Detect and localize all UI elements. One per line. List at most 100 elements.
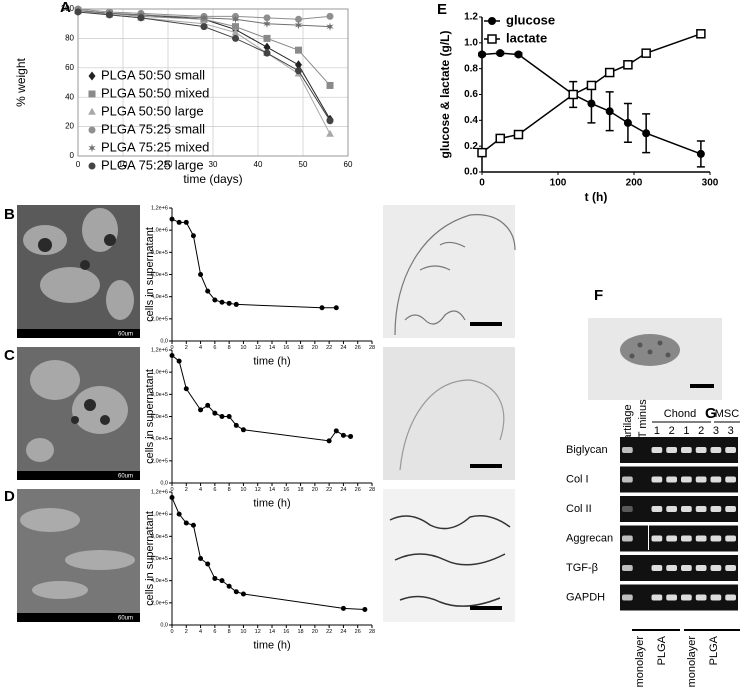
scale-label: 60um [118, 616, 133, 622]
x-tick-label: 0 [170, 487, 173, 493]
y-tick-label: 0.0 [464, 167, 478, 178]
marker [348, 433, 354, 439]
x-tick-label: 16 [283, 487, 289, 493]
scale-label: 60um [118, 332, 133, 338]
marker [231, 28, 240, 36]
marker [176, 358, 182, 364]
y-tick-label: 1,0e+6 [151, 228, 168, 234]
x-tick-label: 30 [209, 160, 218, 169]
marker [605, 107, 614, 116]
marker [190, 522, 196, 528]
x-tick-label: 14 [269, 345, 275, 351]
marker [362, 606, 368, 612]
marker [263, 42, 271, 52]
gel-column: cartilage [622, 404, 634, 446]
scale-bar [470, 464, 502, 468]
panel-label: E [437, 1, 447, 18]
y-tick-label: 100 [61, 4, 75, 13]
sem-texture [20, 208, 135, 599]
gel-band [622, 476, 633, 483]
x-tick-label: 16 [283, 345, 289, 351]
gel-band [622, 506, 633, 512]
marker [198, 407, 204, 413]
x-tick-label: 20 [164, 160, 173, 169]
x-tick-label: 24 [340, 629, 346, 635]
gel-band [666, 476, 677, 483]
gel-band [666, 565, 677, 571]
x-tick-label: 4 [199, 345, 202, 351]
x-tick-label: 12 [255, 629, 261, 635]
y-tick-label: 6,0e+5 [151, 556, 168, 562]
marker [137, 14, 145, 22]
x-tick-label: 26 [355, 345, 361, 351]
gel-row-label: Col II [566, 503, 592, 515]
marker [232, 34, 239, 42]
marker [642, 129, 651, 138]
marker [333, 305, 339, 311]
x-tick-label: 8 [228, 629, 231, 635]
scale-bar [17, 329, 140, 338]
y-tick-label: 20 [65, 122, 74, 131]
panel-labels: A B C D E F G [4, 0, 717, 505]
gel-lane: 1 [683, 425, 689, 437]
x-tick-label: 2 [185, 345, 188, 351]
x-tick-label: 24 [340, 487, 346, 493]
gel-band [695, 565, 707, 571]
x-tick-label: 6 [213, 487, 216, 493]
gel-band [651, 506, 663, 512]
x-tick-label: 0 [76, 160, 81, 169]
legend-label: PLGA 75:25 mixed [101, 139, 209, 154]
x-axis-label: time (h) [253, 355, 290, 367]
micrograph [383, 489, 515, 622]
gel-band [681, 476, 692, 483]
micrograph [383, 205, 515, 338]
gel-band [622, 447, 633, 453]
gel-band [725, 565, 736, 571]
gel-band [622, 565, 633, 571]
gel-band [651, 535, 663, 542]
scale-bar [17, 613, 140, 622]
marker [198, 272, 204, 277]
marker [326, 81, 334, 89]
micrograph [383, 347, 515, 480]
y-tick-label: 4,0e+5 [151, 436, 168, 442]
scale-bar [17, 471, 140, 480]
gel-band [725, 447, 736, 453]
sem-pores [38, 234, 116, 425]
gel-lane: 2 [669, 425, 675, 437]
marker [212, 297, 218, 303]
marker [219, 578, 225, 584]
x-tick-label: 22 [326, 487, 332, 493]
gel-row-label: GAPDH [566, 591, 605, 603]
marker [88, 162, 96, 170]
y-tick-label: 8,0e+5 [151, 534, 168, 540]
scale-bar [470, 322, 502, 326]
gel-lane: 1 [654, 425, 660, 437]
legend-label: PLGA 50:50 large [101, 103, 204, 118]
y-tick-label: 4,0e+5 [151, 578, 168, 584]
gel-band [666, 594, 677, 601]
marker [169, 495, 175, 501]
gel-band [651, 594, 663, 601]
marker [294, 20, 303, 30]
gel-band [651, 476, 663, 483]
marker [340, 432, 346, 438]
gel-lane: 3 [713, 425, 719, 437]
gel-group: MSC [715, 408, 740, 420]
gel-band [710, 535, 722, 542]
scale-bar [690, 384, 714, 388]
cells [620, 334, 680, 366]
x-tick-label: 4 [199, 487, 202, 493]
marker [183, 520, 189, 526]
plot-frame [77, 8, 349, 157]
marker [263, 34, 271, 42]
marker [319, 305, 325, 311]
gel-band [681, 535, 692, 542]
marker [696, 29, 706, 39]
x-tick-label: 16 [283, 629, 289, 635]
y-axis-label: glucose & lactate (g/L) [438, 30, 452, 158]
x-tick-label: 28 [369, 487, 375, 493]
legend-label: PLGA 75:25 small [101, 121, 205, 136]
gel-lane: 3 [728, 425, 734, 437]
